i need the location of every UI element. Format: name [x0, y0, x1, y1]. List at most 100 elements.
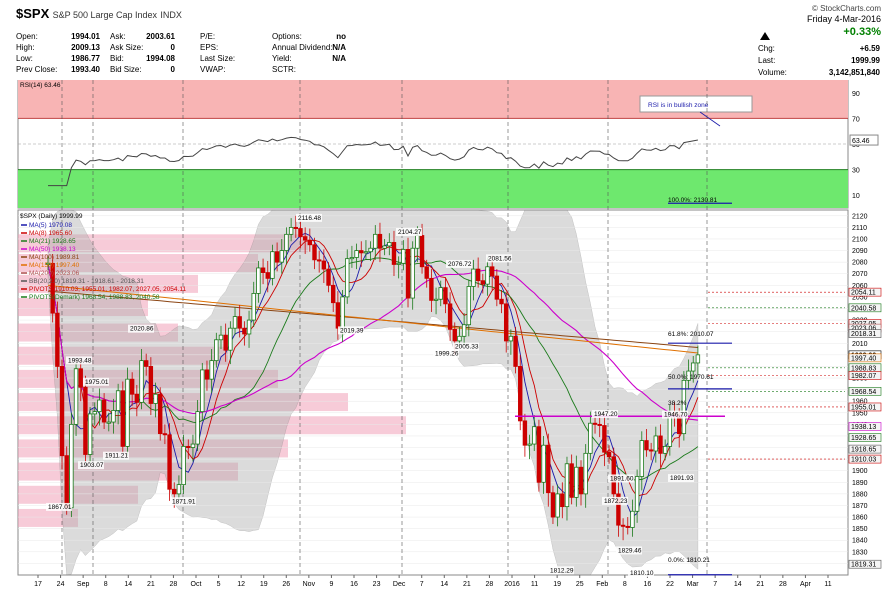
open-value: 1994.01 [71, 32, 100, 41]
legend-entry: BB(20,2.0) 1819.31 - 1918.61 - 2018.31 [29, 278, 144, 285]
legend-entry: MA(100) 1989.81 [29, 254, 80, 261]
axis-value-label: 1819.31 [851, 562, 876, 569]
candle-body [242, 327, 247, 335]
candle-body [433, 298, 439, 301]
x-tick-label: Apr [800, 581, 812, 588]
fib-label: 38.2% [668, 400, 687, 407]
bid-value: 1994.08 [146, 54, 175, 63]
quote-date: Friday 4-Mar-2016 [806, 14, 881, 24]
price-annotation: 2104.27 [398, 229, 422, 236]
axis-value-label: 2040.58 [851, 305, 876, 312]
price-tick-label: 2060 [852, 283, 868, 290]
candle-body [237, 316, 242, 329]
candle-body [583, 452, 588, 495]
rsi-panel-label: RSI(14) 63.46 [20, 82, 61, 89]
price-tick-label: 1900 [852, 468, 868, 475]
candle-body [256, 267, 261, 294]
annual-dividend-value: N/A [332, 43, 346, 52]
candle-body [494, 275, 500, 300]
volume-by-price-bar [18, 274, 198, 293]
candle-body [461, 324, 467, 337]
open-label: Open: [16, 32, 38, 41]
price-annotation: 1871.91 [172, 498, 196, 505]
price-annotation-bg [453, 342, 479, 351]
axis-value-label: 1988.83 [851, 365, 876, 372]
candle-body [232, 316, 238, 329]
x-tick-label: 24 [57, 581, 65, 588]
rsi-oversold-zone [18, 169, 848, 208]
candle-body [45, 262, 51, 265]
candle-body [92, 411, 97, 415]
candle-body [527, 443, 532, 446]
price-annotation: 2019.39 [340, 327, 364, 334]
candle-body [270, 251, 275, 279]
x-tick-label: 16 [350, 581, 358, 588]
price-tick-label: 1950 [852, 410, 868, 417]
price-panel-label: $SPX (Daily) 1999.99 [20, 213, 83, 220]
ask-label: Ask: [110, 32, 126, 41]
candle-body [415, 235, 420, 249]
x-tick-label: 14 [734, 581, 742, 588]
change-percent: +0.33% [843, 26, 881, 38]
candle-body [246, 319, 252, 335]
price-tick-label: 2110 [852, 225, 867, 232]
price-tick-label: 1840 [852, 538, 868, 545]
price-tick-label: 2090 [852, 248, 868, 255]
price-annotation-bg [103, 451, 129, 460]
candle-body [475, 268, 481, 282]
candle-body [228, 327, 233, 351]
candle-body [391, 242, 397, 265]
bollinger-band [47, 209, 699, 576]
rsi-level-label: 90 [852, 91, 860, 98]
x-tick-label: 28 [486, 581, 494, 588]
candle-body [148, 366, 154, 404]
price-tick-label: 1850 [852, 526, 868, 533]
candle-body [78, 368, 83, 388]
candle-body [691, 362, 696, 372]
legend-entry: MA(8) 1965.60 [29, 230, 72, 237]
volume-by-price-bar [18, 485, 138, 504]
x-tick-label: 8 [623, 581, 627, 588]
candle-body [101, 399, 107, 423]
prev-close-value: 1993.40 [71, 65, 100, 74]
candle-body [265, 272, 270, 279]
x-tick-label: 14 [124, 581, 132, 588]
candle-body [167, 434, 172, 490]
price-annotation-bg [602, 496, 628, 505]
price-annotation: 1946.70 [664, 412, 688, 419]
symbol-title: $SPX S&P 500 Large Cap Index INDX [16, 6, 182, 21]
volume-by-price-bar [18, 508, 78, 527]
ma-8-line [47, 239, 699, 497]
candle-body [550, 492, 556, 518]
candle-body [162, 433, 168, 436]
price-annotation-bg [296, 213, 322, 222]
x-tick-label: 28 [779, 581, 787, 588]
axis-value-label: 2018.31 [851, 331, 876, 338]
candle-body [466, 286, 471, 326]
candle-body [681, 379, 687, 435]
bid-size-label: Bid Size: [110, 65, 142, 74]
candle-body [532, 426, 537, 445]
candle-body [569, 463, 574, 498]
price-annotation: 1993.48 [68, 357, 92, 364]
candle-body [648, 449, 654, 452]
price-annotation-bg [446, 259, 472, 268]
price-annotation-bg [46, 502, 72, 511]
axis-value-label: 1968.54 [851, 389, 876, 396]
axis-value-label: 1955.01 [851, 404, 876, 411]
candle-body [302, 236, 308, 241]
candle-body [218, 334, 224, 341]
x-tick-label: 21 [463, 581, 471, 588]
price-annotation: 1872.23 [604, 498, 628, 505]
rsi-line [48, 136, 698, 187]
x-tick-label: 21 [147, 581, 155, 588]
candle-body [644, 440, 649, 451]
candle-body [541, 444, 546, 483]
volume-label: Volume: [758, 68, 787, 77]
candle-body [620, 524, 626, 527]
price-annotation-bg [548, 566, 574, 575]
candle-body [59, 366, 65, 457]
x-tick-label: 12 [237, 581, 245, 588]
axis-value-flag [848, 454, 882, 464]
axis-value-flag [848, 386, 882, 396]
